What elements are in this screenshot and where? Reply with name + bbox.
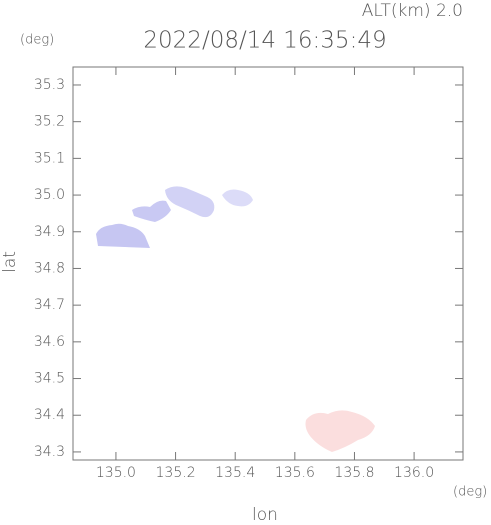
echo-cells [96,186,375,452]
x-tick-label: 135.0 [96,465,136,481]
echo-cell [132,200,171,222]
y-tick-label: 34.6 [34,334,65,350]
echo-cell [222,189,253,207]
y-tick-label: 34.8 [34,260,65,276]
y-tick-label: 34.4 [34,407,65,423]
y-tick-label: 35.0 [34,187,65,203]
y-tick-label: 34.7 [34,297,65,313]
x-tick-label: 135.4 [215,465,255,481]
chart-title: 2022/08/14 16:35:49 [143,28,386,54]
echo-cell [96,223,150,248]
y-tick-label: 34.3 [34,444,65,460]
y-axis-label: lat [0,251,20,273]
x-tick-label: 135.8 [334,465,374,481]
echo-cell [305,410,375,452]
x-tick-label: 135.6 [275,465,315,481]
x-axis-label: lon [252,505,278,521]
echo-cell [165,186,215,218]
x-tick-label: 135.2 [156,465,196,481]
y-tick-label: 34.9 [34,224,65,240]
plot-frame [72,66,464,461]
x-unit: (deg) [453,485,487,500]
x-tick-label: 136.0 [394,465,434,481]
y-tick-label: 35.2 [34,114,65,130]
y-unit: (deg) [20,33,54,48]
y-tick-label: 35.3 [34,77,65,93]
y-tick-label: 35.1 [34,150,65,166]
chart-subtitle: ALT(km) 2.0 [362,1,463,21]
y-tick-label: 34.5 [34,371,65,387]
